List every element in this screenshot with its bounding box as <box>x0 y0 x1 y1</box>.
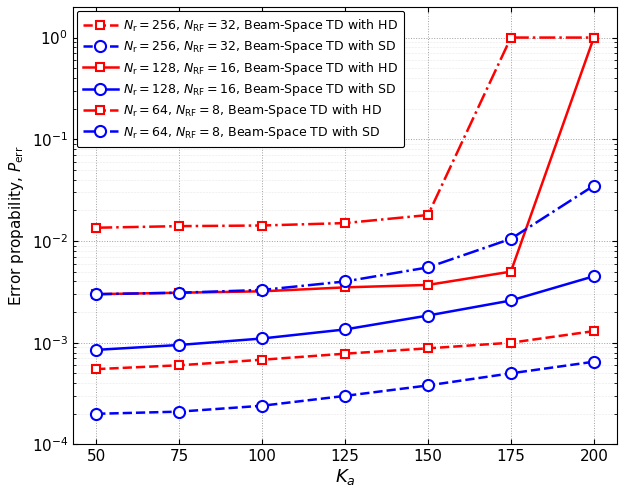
$N_\mathrm{r} = 128$, $N_\mathrm{RF} = 16$, Beam-Space TD with SD <box>258 335 266 341</box>
$N_\mathrm{r} = 64$, $N_\mathrm{RF} = 8$, Beam-Space TD with HD <box>92 225 100 231</box>
$N_\mathrm{r} = 64$, $N_\mathrm{RF} = 8$, Beam-Space TD with SD <box>92 291 100 297</box>
$N_\mathrm{r} = 128$, $N_\mathrm{RF} = 16$, Beam-Space TD with HD <box>92 291 100 297</box>
Line: $N_\mathrm{r} = 256$, $N_\mathrm{RF} = 32$, Beam-Space TD with HD: $N_\mathrm{r} = 256$, $N_\mathrm{RF} = 3… <box>92 327 598 373</box>
$N_\mathrm{r} = 256$, $N_\mathrm{RF} = 32$, Beam-Space TD with SD <box>92 411 100 417</box>
$N_\mathrm{r} = 256$, $N_\mathrm{RF} = 32$, Beam-Space TD with SD <box>258 403 266 409</box>
$N_\mathrm{r} = 64$, $N_\mathrm{RF} = 8$, Beam-Space TD with SD <box>590 183 598 189</box>
$N_\mathrm{r} = 128$, $N_\mathrm{RF} = 16$, Beam-Space TD with SD <box>175 342 183 348</box>
$N_\mathrm{r} = 128$, $N_\mathrm{RF} = 16$, Beam-Space TD with HD <box>258 288 266 294</box>
Line: $N_\mathrm{r} = 128$, $N_\mathrm{RF} = 16$, Beam-Space TD with HD: $N_\mathrm{r} = 128$, $N_\mathrm{RF} = 1… <box>92 34 598 298</box>
$N_\mathrm{r} = 256$, $N_\mathrm{RF} = 32$, Beam-Space TD with SD <box>507 370 515 376</box>
$N_\mathrm{r} = 256$, $N_\mathrm{RF} = 32$, Beam-Space TD with HD <box>175 362 183 368</box>
$N_\mathrm{r} = 64$, $N_\mathrm{RF} = 8$, Beam-Space TD with HD <box>507 35 515 41</box>
$N_\mathrm{r} = 64$, $N_\mathrm{RF} = 8$, Beam-Space TD with SD <box>258 287 266 293</box>
$N_\mathrm{r} = 128$, $N_\mathrm{RF} = 16$, Beam-Space TD with SD <box>507 297 515 303</box>
$N_\mathrm{r} = 128$, $N_\mathrm{RF} = 16$, Beam-Space TD with HD <box>507 269 515 275</box>
Line: $N_\mathrm{r} = 64$, $N_\mathrm{RF} = 8$, Beam-Space TD with HD: $N_\mathrm{r} = 64$, $N_\mathrm{RF} = 8$… <box>92 34 598 232</box>
$N_\mathrm{r} = 256$, $N_\mathrm{RF} = 32$, Beam-Space TD with SD <box>341 393 349 399</box>
$N_\mathrm{r} = 256$, $N_\mathrm{RF} = 32$, Beam-Space TD with HD <box>590 328 598 334</box>
$N_\mathrm{r} = 128$, $N_\mathrm{RF} = 16$, Beam-Space TD with SD <box>341 327 349 332</box>
$N_\mathrm{r} = 64$, $N_\mathrm{RF} = 8$, Beam-Space TD with HD <box>424 212 432 218</box>
Y-axis label: Error propability, $P_\mathrm{err}$: Error propability, $P_\mathrm{err}$ <box>7 145 26 306</box>
$N_\mathrm{r} = 128$, $N_\mathrm{RF} = 16$, Beam-Space TD with SD <box>590 273 598 279</box>
Line: $N_\mathrm{r} = 64$, $N_\mathrm{RF} = 8$, Beam-Space TD with SD: $N_\mathrm{r} = 64$, $N_\mathrm{RF} = 8$… <box>90 180 600 300</box>
Line: $N_\mathrm{r} = 256$, $N_\mathrm{RF} = 32$, Beam-Space TD with SD: $N_\mathrm{r} = 256$, $N_\mathrm{RF} = 3… <box>90 356 600 419</box>
X-axis label: $K_a$: $K_a$ <box>334 467 356 487</box>
$N_\mathrm{r} = 256$, $N_\mathrm{RF} = 32$, Beam-Space TD with HD <box>92 366 100 372</box>
$N_\mathrm{r} = 64$, $N_\mathrm{RF} = 8$, Beam-Space TD with SD <box>507 236 515 242</box>
$N_\mathrm{r} = 128$, $N_\mathrm{RF} = 16$, Beam-Space TD with HD <box>424 282 432 288</box>
$N_\mathrm{r} = 64$, $N_\mathrm{RF} = 8$, Beam-Space TD with SD <box>424 264 432 270</box>
$N_\mathrm{r} = 64$, $N_\mathrm{RF} = 8$, Beam-Space TD with HD <box>175 223 183 229</box>
$N_\mathrm{r} = 256$, $N_\mathrm{RF} = 32$, Beam-Space TD with HD <box>424 345 432 351</box>
$N_\mathrm{r} = 128$, $N_\mathrm{RF} = 16$, Beam-Space TD with SD <box>424 313 432 319</box>
Legend: $N_\mathrm{r} = 256$, $N_\mathrm{RF} = 32$, Beam-Space TD with HD, $N_\mathrm{r}: $N_\mathrm{r} = 256$, $N_\mathrm{RF} = 3… <box>77 11 404 147</box>
$N_\mathrm{r} = 128$, $N_\mathrm{RF} = 16$, Beam-Space TD with HD <box>590 35 598 41</box>
$N_\mathrm{r} = 64$, $N_\mathrm{RF} = 8$, Beam-Space TD with HD <box>341 220 349 226</box>
$N_\mathrm{r} = 64$, $N_\mathrm{RF} = 8$, Beam-Space TD with HD <box>258 222 266 228</box>
$N_\mathrm{r} = 128$, $N_\mathrm{RF} = 16$, Beam-Space TD with HD <box>175 290 183 296</box>
$N_\mathrm{r} = 256$, $N_\mathrm{RF} = 32$, Beam-Space TD with SD <box>424 382 432 388</box>
$N_\mathrm{r} = 256$, $N_\mathrm{RF} = 32$, Beam-Space TD with HD <box>507 340 515 346</box>
$N_\mathrm{r} = 64$, $N_\mathrm{RF} = 8$, Beam-Space TD with HD <box>590 35 598 41</box>
$N_\mathrm{r} = 256$, $N_\mathrm{RF} = 32$, Beam-Space TD with HD <box>341 351 349 357</box>
$N_\mathrm{r} = 256$, $N_\mathrm{RF} = 32$, Beam-Space TD with SD <box>590 359 598 365</box>
$N_\mathrm{r} = 256$, $N_\mathrm{RF} = 32$, Beam-Space TD with SD <box>175 409 183 414</box>
$N_\mathrm{r} = 64$, $N_\mathrm{RF} = 8$, Beam-Space TD with SD <box>341 279 349 285</box>
Line: $N_\mathrm{r} = 128$, $N_\mathrm{RF} = 16$, Beam-Space TD with SD: $N_\mathrm{r} = 128$, $N_\mathrm{RF} = 1… <box>90 271 600 356</box>
$N_\mathrm{r} = 128$, $N_\mathrm{RF} = 16$, Beam-Space TD with HD <box>341 285 349 290</box>
$N_\mathrm{r} = 64$, $N_\mathrm{RF} = 8$, Beam-Space TD with SD <box>175 290 183 296</box>
$N_\mathrm{r} = 128$, $N_\mathrm{RF} = 16$, Beam-Space TD with SD <box>92 347 100 353</box>
$N_\mathrm{r} = 256$, $N_\mathrm{RF} = 32$, Beam-Space TD with HD <box>258 357 266 363</box>
